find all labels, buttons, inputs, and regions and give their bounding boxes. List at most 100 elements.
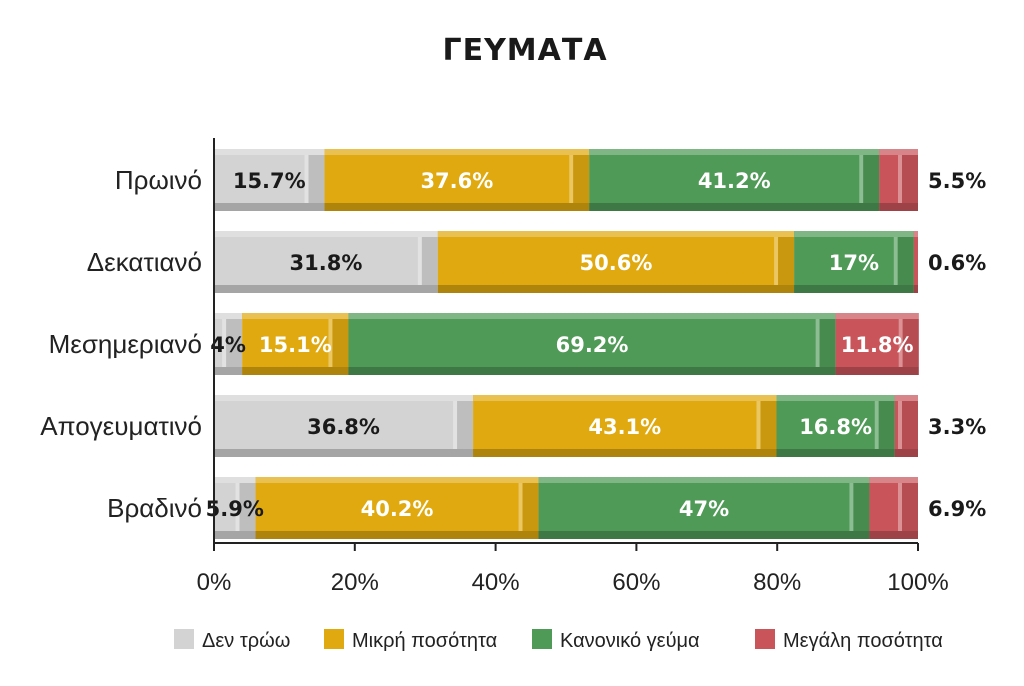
bar-bevel-top <box>214 477 256 483</box>
chart-title: ΓΕΥΜΑΤΑ <box>442 33 607 68</box>
bar-bevel-top <box>324 149 590 155</box>
legend-label: Δεν τρώω <box>202 630 290 652</box>
bar-segment <box>894 395 918 457</box>
x-axis: 0% 20% 40% 60% 80% 100% <box>197 138 949 596</box>
bar-bevel-bottom <box>437 285 795 293</box>
bar-bevel-top <box>473 395 777 401</box>
bar-segment <box>437 231 795 293</box>
bar-bevel-right <box>897 237 914 285</box>
bar-bevel-highlight <box>417 237 422 285</box>
bar-bevel-top <box>589 149 880 155</box>
bar-bevel-highlight <box>756 401 761 449</box>
bar-segment <box>794 231 914 293</box>
bar-bevel-right <box>819 319 836 367</box>
bar-segment <box>214 149 325 211</box>
bar-bevel-highlight <box>774 237 779 285</box>
bar-segment-fill <box>214 395 474 457</box>
x-tick-label: 100% <box>887 569 948 596</box>
data-label-outside: 3.3% <box>928 415 986 439</box>
bar-bevel-top <box>255 477 539 483</box>
bar-bevel-highlight <box>898 319 903 367</box>
bar-bevel-bottom <box>879 203 918 211</box>
bar-segment-fill <box>348 313 836 375</box>
bar-bevel-right <box>239 483 256 531</box>
bar-bevel-right <box>522 483 539 531</box>
bar-bevel-right <box>863 155 880 203</box>
bar-bevel-highlight <box>898 401 902 449</box>
bar-bevel-highlight <box>518 483 523 531</box>
bar-bevel-highlight <box>304 155 309 203</box>
bar-bevel-right <box>421 237 438 285</box>
data-label-outside: 6.9% <box>928 497 986 521</box>
bar-bevel-right <box>573 155 590 203</box>
bar-bevel-bottom <box>214 531 256 539</box>
bar-segment <box>214 395 474 457</box>
legend-label: Κανονικό γεύμα <box>560 630 700 652</box>
bar-bevel-bottom <box>835 367 919 375</box>
bar-bevel-bottom <box>538 531 870 539</box>
bar-bevel-right <box>778 237 795 285</box>
bar-bevel-highlight <box>893 237 898 285</box>
bar-segment <box>255 477 539 539</box>
bar-bevel-bottom <box>473 449 777 457</box>
legend-swatch <box>532 629 552 649</box>
x-tick-label: 0% <box>197 569 232 596</box>
bar-bevel-top <box>869 477 918 483</box>
legend-label: Μεγάλη ποσότητα <box>783 630 943 652</box>
bar-bevel-bottom <box>776 449 895 457</box>
bar-segment-fill <box>589 149 880 211</box>
bar-bevel-bottom <box>324 203 590 211</box>
bar-segment <box>835 313 919 375</box>
bar-bevel-right <box>902 155 918 203</box>
legend-swatch <box>755 629 775 649</box>
data-label: 15.7% <box>233 169 306 193</box>
bar-segment <box>348 313 836 375</box>
x-tick-label: 20% <box>331 569 379 596</box>
legend-item: Δεν τρώω <box>174 629 290 652</box>
bar-segment <box>538 477 870 539</box>
bar-bevel-highlight <box>874 401 879 449</box>
bar-bevel-right <box>878 401 895 449</box>
data-label: 40.2% <box>361 497 434 521</box>
category-label: Μεσημεριανό <box>49 329 202 359</box>
bar-bevel-right <box>760 401 777 449</box>
bar-bevel-top <box>538 477 870 483</box>
x-tick-label: 80% <box>753 569 801 596</box>
bar-bevel-bottom <box>214 203 325 211</box>
bar-bevel-top <box>214 395 474 401</box>
bar-bevel-right <box>308 155 325 203</box>
legend-swatch <box>324 629 344 649</box>
bar-segment <box>869 477 918 539</box>
bar-bevel-right <box>226 319 243 367</box>
bar-bevel-top <box>214 231 438 237</box>
bar-bevel-bottom <box>869 531 918 539</box>
bar-bevel-bottom <box>214 367 243 375</box>
data-label: 11.8% <box>841 333 914 357</box>
bar-segment <box>913 231 918 293</box>
bar-bevel-top <box>776 395 895 401</box>
bar-bevel-bottom <box>348 367 836 375</box>
bar-bevel-highlight <box>898 155 902 203</box>
bar-bevel-highlight <box>569 155 574 203</box>
bar-segment <box>242 313 349 375</box>
data-label: 4% <box>210 333 246 357</box>
category-label: Δεκατιανό <box>87 247 202 277</box>
legend-item: Μεγάλη ποσότητα <box>755 629 943 652</box>
bar-segment-fill <box>214 231 438 293</box>
legend-swatch <box>174 629 194 649</box>
data-label: 36.8% <box>307 415 380 439</box>
bar-bevel-top <box>242 313 349 319</box>
bar-bevel-right <box>902 483 918 531</box>
bar-bevel-right <box>332 319 349 367</box>
bar-bevel-right <box>902 319 919 367</box>
bar-bevel-bottom <box>255 531 539 539</box>
bar-bevel-bottom <box>214 449 474 457</box>
bar-bevel-highlight <box>815 319 820 367</box>
legend: Δεν τρώω Μικρή ποσότητα Κανονικό γεύμα Μεγά… <box>174 629 943 652</box>
data-label: 37.6% <box>420 169 493 193</box>
bar-bevel-bottom <box>913 285 918 293</box>
category-label: Βραδινό <box>107 493 202 523</box>
bar-bevel-top <box>794 231 914 237</box>
category-label: Απογευματινό <box>40 411 202 441</box>
